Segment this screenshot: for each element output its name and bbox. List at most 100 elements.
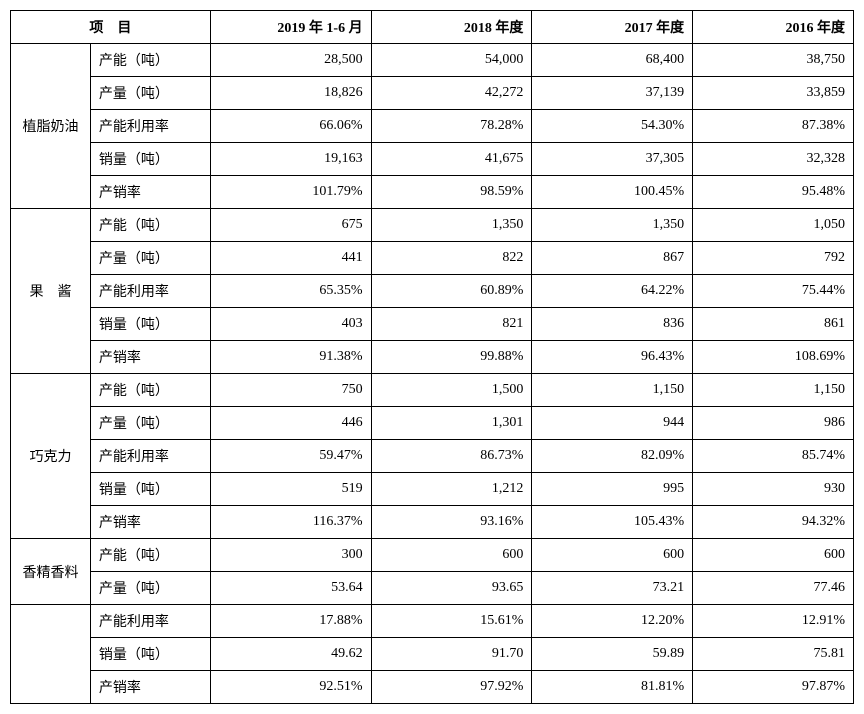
data-cell: 986 (693, 407, 854, 440)
table-row: 产能利用率59.47%86.73%82.09%85.74% (11, 440, 854, 473)
data-cell: 81.81% (532, 671, 693, 704)
table-row: 植脂奶油产能（吨）28,50054,00068,40038,750 (11, 44, 854, 77)
data-cell: 403 (210, 308, 371, 341)
data-cell: 33,859 (693, 77, 854, 110)
header-2019h1: 2019 年 1-6 月 (210, 11, 371, 44)
data-cell: 108.69% (693, 341, 854, 374)
data-cell: 93.16% (371, 506, 532, 539)
data-cell: 600 (371, 539, 532, 572)
table-row: 销量（吨）403821836861 (11, 308, 854, 341)
data-cell: 105.43% (532, 506, 693, 539)
data-cell: 91.70 (371, 638, 532, 671)
data-cell: 441 (210, 242, 371, 275)
data-cell: 519 (210, 473, 371, 506)
data-cell: 99.88% (371, 341, 532, 374)
metric-cell: 产能（吨） (90, 44, 210, 77)
table-row: 产销率116.37%93.16%105.43%94.32% (11, 506, 854, 539)
table-row: 产销率92.51%97.92%81.81%97.87% (11, 671, 854, 704)
table-row: 巧克力产能（吨）7501,5001,1501,150 (11, 374, 854, 407)
metric-cell: 产能利用率 (90, 605, 210, 638)
metric-cell: 产量（吨） (90, 572, 210, 605)
data-cell: 54,000 (371, 44, 532, 77)
table-row: 销量（吨）19,16341,67537,30532,328 (11, 143, 854, 176)
table-row: 产量（吨）18,82642,27237,13933,859 (11, 77, 854, 110)
data-cell: 82.09% (532, 440, 693, 473)
data-cell: 867 (532, 242, 693, 275)
data-cell: 59.89 (532, 638, 693, 671)
category-cell (11, 605, 91, 704)
data-cell: 821 (371, 308, 532, 341)
data-cell: 1,150 (693, 374, 854, 407)
data-cell: 37,139 (532, 77, 693, 110)
header-2016: 2016 年度 (693, 11, 854, 44)
data-cell: 1,500 (371, 374, 532, 407)
metric-cell: 产销率 (90, 506, 210, 539)
data-cell: 19,163 (210, 143, 371, 176)
metric-cell: 产能（吨） (90, 209, 210, 242)
data-cell: 91.38% (210, 341, 371, 374)
data-cell: 41,675 (371, 143, 532, 176)
data-cell: 37,305 (532, 143, 693, 176)
data-cell: 1,350 (532, 209, 693, 242)
table-row: 产量（吨）4461,301944986 (11, 407, 854, 440)
data-cell: 75.81 (693, 638, 854, 671)
category-cell: 巧克力 (11, 374, 91, 539)
data-cell: 446 (210, 407, 371, 440)
data-cell: 15.61% (371, 605, 532, 638)
data-cell: 675 (210, 209, 371, 242)
data-cell: 1,301 (371, 407, 532, 440)
data-cell: 861 (693, 308, 854, 341)
data-cell: 12.20% (532, 605, 693, 638)
metric-cell: 产销率 (90, 341, 210, 374)
metric-cell: 销量（吨） (90, 308, 210, 341)
data-cell: 85.74% (693, 440, 854, 473)
data-cell: 1,150 (532, 374, 693, 407)
table-row: 产销率101.79%98.59%100.45%95.48% (11, 176, 854, 209)
data-cell: 116.37% (210, 506, 371, 539)
data-cell: 995 (532, 473, 693, 506)
metric-cell: 销量（吨） (90, 473, 210, 506)
data-cell: 65.35% (210, 275, 371, 308)
production-sales-table: 项 目 2019 年 1-6 月 2018 年度 2017 年度 2016 年度… (10, 10, 854, 704)
table-row: 产量（吨）441822867792 (11, 242, 854, 275)
data-cell: 600 (693, 539, 854, 572)
metric-cell: 产销率 (90, 671, 210, 704)
data-cell: 96.43% (532, 341, 693, 374)
data-cell: 93.65 (371, 572, 532, 605)
metric-cell: 产能利用率 (90, 440, 210, 473)
data-cell: 1,350 (371, 209, 532, 242)
metric-cell: 产能（吨） (90, 539, 210, 572)
data-cell: 73.21 (532, 572, 693, 605)
data-cell: 77.46 (693, 572, 854, 605)
data-cell: 64.22% (532, 275, 693, 308)
data-cell: 836 (532, 308, 693, 341)
data-cell: 792 (693, 242, 854, 275)
table-row: 销量（吨）49.6291.7059.8975.81 (11, 638, 854, 671)
table-row: 香精香料产能（吨）300600600600 (11, 539, 854, 572)
metric-cell: 产能利用率 (90, 275, 210, 308)
table-row: 产量（吨）53.6493.6573.2177.46 (11, 572, 854, 605)
data-cell: 944 (532, 407, 693, 440)
data-cell: 87.38% (693, 110, 854, 143)
data-cell: 94.32% (693, 506, 854, 539)
metric-cell: 产量（吨） (90, 242, 210, 275)
table-row: 产能利用率17.88%15.61%12.20%12.91% (11, 605, 854, 638)
table-row: 果 酱产能（吨）6751,3501,3501,050 (11, 209, 854, 242)
data-cell: 68,400 (532, 44, 693, 77)
header-item: 项 目 (11, 11, 211, 44)
table-row: 销量（吨）5191,212995930 (11, 473, 854, 506)
category-cell: 香精香料 (11, 539, 91, 605)
data-cell: 18,826 (210, 77, 371, 110)
data-cell: 600 (532, 539, 693, 572)
table-row: 产能利用率65.35%60.89%64.22%75.44% (11, 275, 854, 308)
category-cell: 果 酱 (11, 209, 91, 374)
data-cell: 98.59% (371, 176, 532, 209)
data-cell: 78.28% (371, 110, 532, 143)
data-cell: 97.87% (693, 671, 854, 704)
header-2017: 2017 年度 (532, 11, 693, 44)
metric-cell: 产量（吨） (90, 77, 210, 110)
data-cell: 300 (210, 539, 371, 572)
metric-cell: 产能（吨） (90, 374, 210, 407)
table-body: 植脂奶油产能（吨）28,50054,00068,40038,750产量（吨）18… (11, 44, 854, 704)
data-cell: 1,050 (693, 209, 854, 242)
